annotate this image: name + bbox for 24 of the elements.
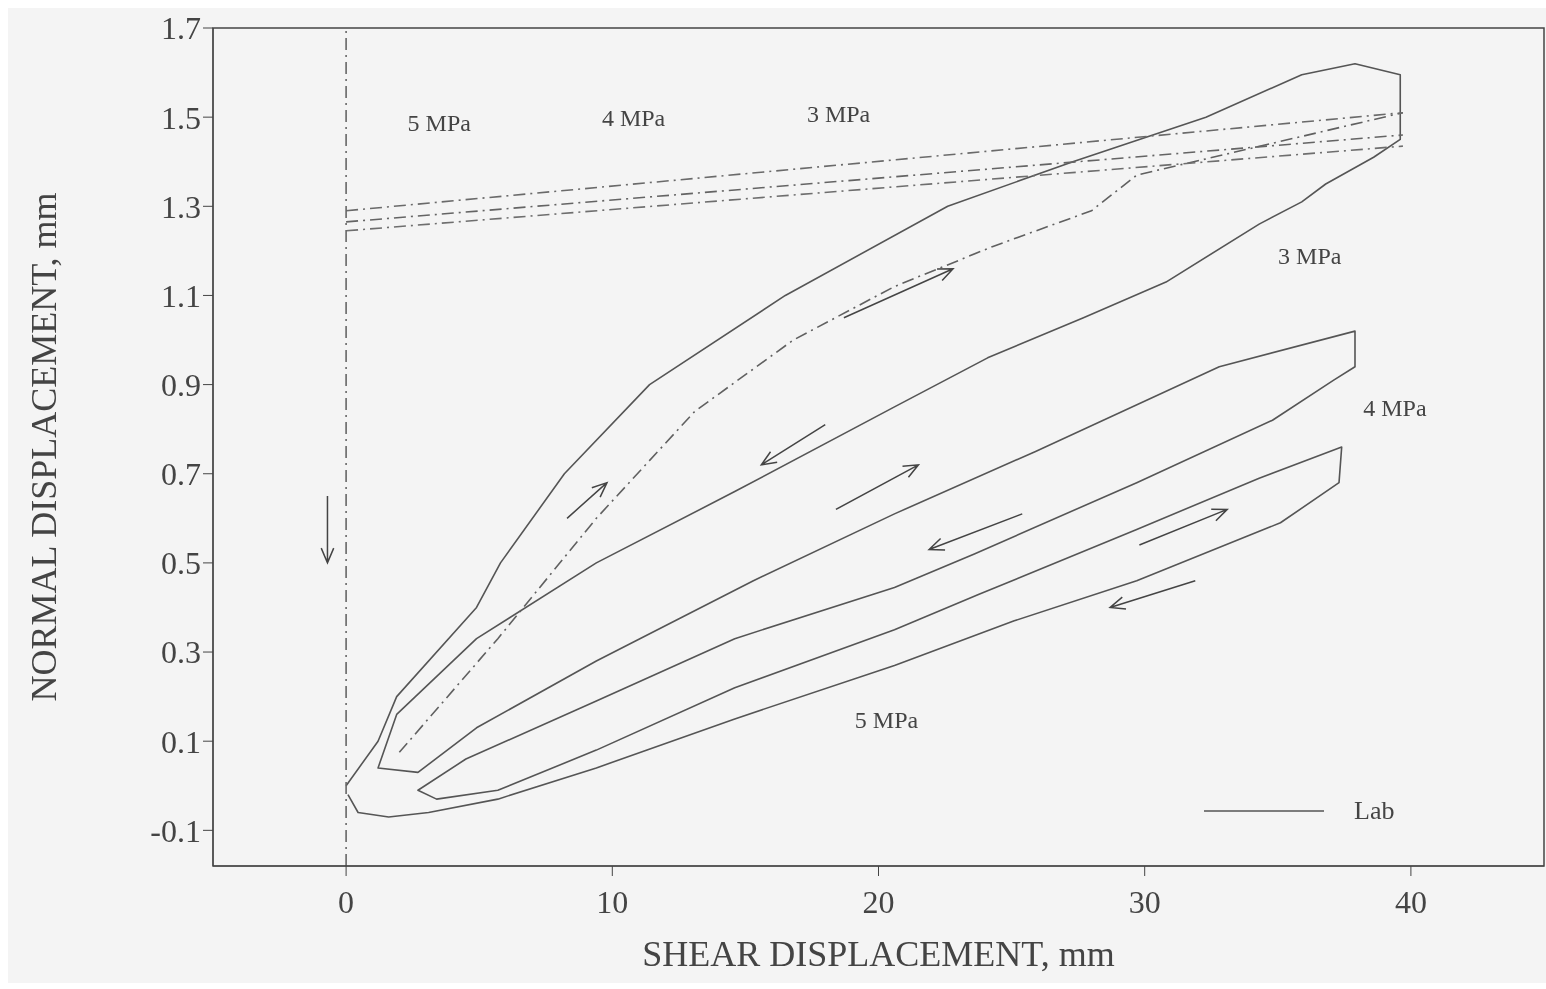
annotation: 3 MPa (806, 100, 871, 127)
annotation: 3 MPa (1278, 243, 1342, 270)
y-tick-label: 1.5 (161, 99, 201, 136)
y-tick-label: 1.1 (161, 277, 201, 314)
x-tick-label: 30 (1128, 883, 1161, 920)
annotation: 5 MPa (854, 706, 919, 733)
y-tick-label: -0.1 (150, 812, 201, 849)
y-tick-label: 0.9 (161, 366, 201, 403)
y-axis-title: NORMAL DISPLACEMENT, mm (23, 192, 64, 702)
x-tick-label: 0 (338, 883, 355, 920)
x-tick-label: 40 (1394, 883, 1427, 920)
x-tick-label: 10 (596, 883, 629, 920)
y-tick-label: 1.3 (161, 188, 201, 225)
legend-label: Lab (1354, 796, 1395, 826)
y-tick-label: 0.7 (161, 456, 201, 493)
x-tick-label: 20 (862, 883, 895, 920)
y-tick-label: 1.7 (161, 10, 201, 47)
y-tick-label: 0.1 (161, 723, 201, 760)
x-axis-title: SHEAR DISPLACEMENT, mm (642, 934, 1115, 974)
y-tick-label: 0.3 (161, 634, 201, 671)
y-tick-label: 0.5 (161, 545, 201, 582)
annotation: 4 MPa (1363, 394, 1427, 421)
annotation: 4 MPa (601, 105, 666, 132)
annotation: 5 MPa (407, 109, 472, 136)
